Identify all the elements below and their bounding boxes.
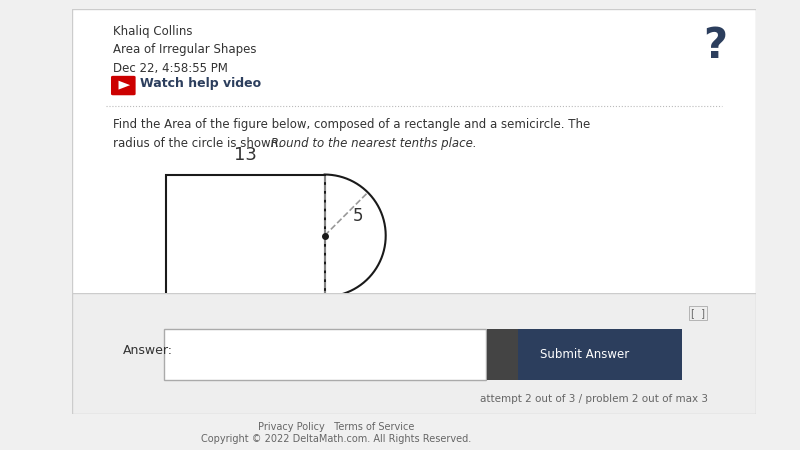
Polygon shape (118, 81, 130, 90)
FancyBboxPatch shape (487, 329, 518, 380)
Text: [  ]: [ ] (691, 308, 705, 318)
FancyBboxPatch shape (111, 76, 136, 95)
Text: Answer:: Answer: (123, 344, 174, 357)
FancyBboxPatch shape (487, 329, 682, 380)
Text: Area of Irregular Shapes: Area of Irregular Shapes (113, 44, 257, 56)
Text: attempt 2 out of 3 / problem 2 out of max 3: attempt 2 out of 3 / problem 2 out of ma… (480, 394, 708, 404)
Text: Privacy Policy   Terms of Service: Privacy Policy Terms of Service (258, 423, 414, 432)
Text: Submit Answer: Submit Answer (540, 348, 630, 361)
FancyBboxPatch shape (72, 9, 756, 414)
FancyBboxPatch shape (164, 329, 486, 380)
Text: 13: 13 (234, 145, 257, 163)
Text: Watch help video: Watch help video (141, 77, 262, 90)
Text: Dec 22, 4:58:55 PM: Dec 22, 4:58:55 PM (113, 62, 228, 75)
Bar (166, 175, 325, 297)
Text: Find the Area of the figure below, composed of a rectangle and a semicircle. The: Find the Area of the figure below, compo… (113, 118, 590, 131)
Text: ?: ? (703, 25, 727, 67)
FancyBboxPatch shape (72, 292, 756, 414)
Text: radius of the circle is shown.: radius of the circle is shown. (113, 137, 282, 149)
Text: Round to the nearest tenths place.: Round to the nearest tenths place. (267, 137, 477, 149)
Text: 5: 5 (352, 207, 363, 225)
Text: Khaliq Collins: Khaliq Collins (113, 25, 193, 38)
Text: Copyright © 2022 DeltaMath.com. All Rights Reserved.: Copyright © 2022 DeltaMath.com. All Righ… (201, 434, 471, 444)
